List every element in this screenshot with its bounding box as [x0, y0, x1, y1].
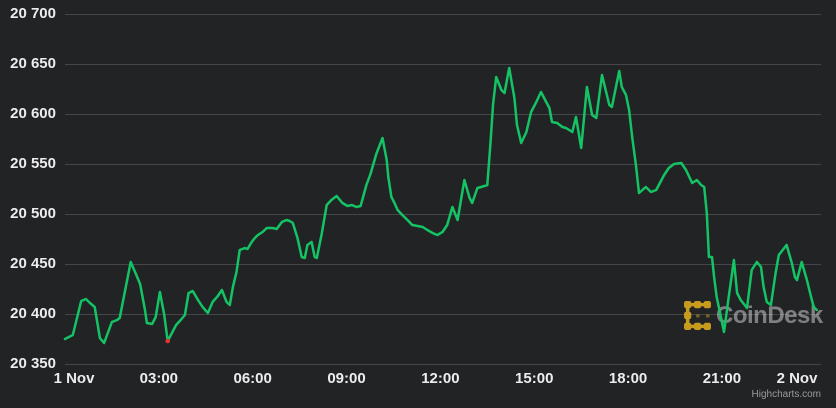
highcharts-credits-link[interactable]: Highcharts.com [751, 389, 821, 400]
low-point-marker [165, 338, 170, 344]
coindesk-wordmark: CoinDesk [716, 302, 823, 329]
coindesk-watermark: CoinDesk [684, 301, 823, 330]
coindesk-icon [684, 301, 711, 330]
price-line [63, 66, 819, 345]
